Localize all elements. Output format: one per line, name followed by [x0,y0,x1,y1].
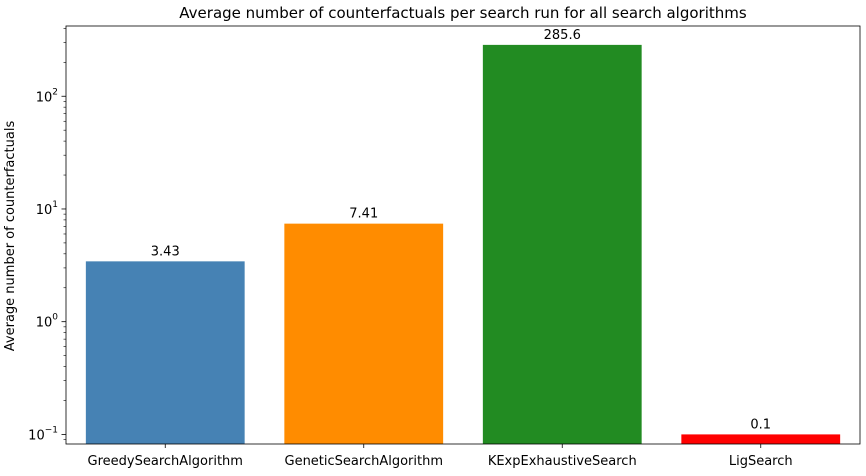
y-tick-exponent: 0 [52,313,58,323]
y-tick-base: 10 [28,428,45,443]
y-tick-base: 10 [36,90,53,105]
y-tick-label: 101 [36,200,58,218]
data-label: 0.1 [750,417,771,432]
y-tick-label: 10−1 [28,425,58,443]
y-tick-exponent: 2 [52,87,58,97]
x-tick-label: GeneticSearchAlgorithm [285,454,444,469]
x-tick-label: LigSearch [729,454,793,469]
x-tick-label: KExpExhaustiveSearch [488,454,637,469]
y-tick-base: 10 [36,316,53,331]
data-label: 285.6 [544,28,581,43]
bar-kexpexhaustivesearch [482,44,642,444]
y-tick-exponent: −1 [45,425,58,435]
y-axis-label: Average number of counterfactuals [3,121,18,352]
chart-title: Average number of counterfactuals per se… [179,4,747,22]
bar-greedysearchalgorithm [85,261,245,444]
plot-area: 3.43 GreedySearchAlgorithm 7.41 GeneticSear… [28,25,861,469]
bar-ligsearch [681,434,841,444]
y-tick-exponent: 1 [52,200,58,210]
x-tick-label: GreedySearchAlgorithm [88,454,243,469]
axes-frame [65,25,861,445]
y-tick-label: 102 [36,87,58,105]
data-label: 3.43 [151,244,180,259]
y-tick-base: 10 [36,203,53,218]
bar-geneticsearchalgorithm [284,223,444,444]
y-tick-label: 100 [36,313,59,331]
data-label: 7.41 [349,207,378,222]
